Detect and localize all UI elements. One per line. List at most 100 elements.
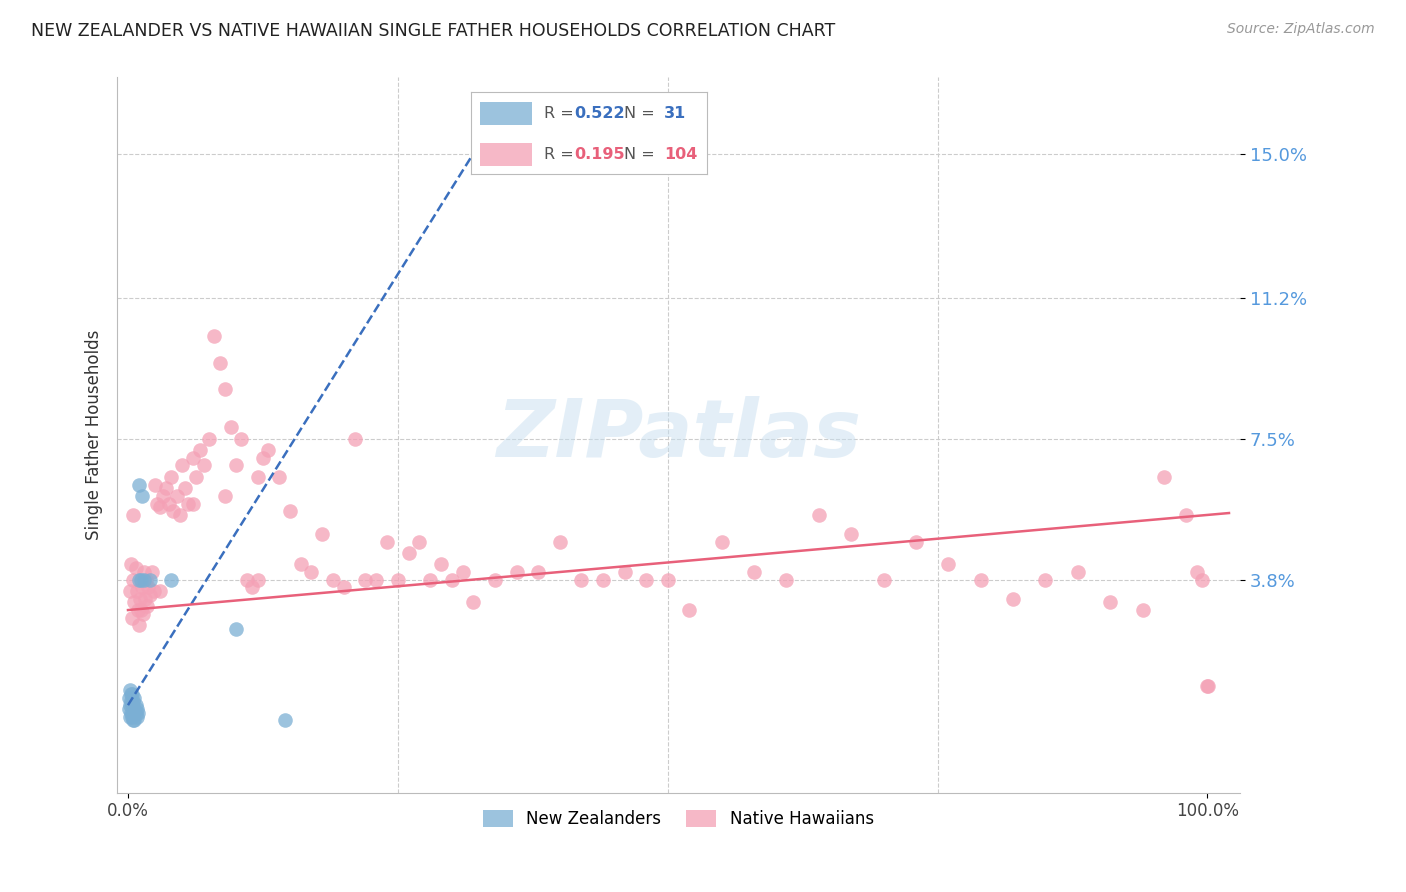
Point: [214, 489, 236, 503]
Point: [451, 565, 474, 579]
Point: [1191, 573, 1213, 587]
Point: [124, 714, 146, 728]
Point: [193, 458, 215, 473]
Point: [1002, 591, 1025, 606]
Point: [127, 603, 149, 617]
Point: [1067, 565, 1090, 579]
Point: [398, 546, 420, 560]
Point: [141, 565, 163, 579]
Point: [1197, 679, 1219, 693]
Point: [1198, 679, 1220, 693]
Point: [162, 504, 184, 518]
Point: [419, 573, 441, 587]
Point: [214, 383, 236, 397]
Point: [135, 573, 157, 587]
Point: [872, 573, 894, 587]
Point: [121, 709, 143, 723]
Point: [129, 573, 152, 587]
Point: [132, 607, 155, 621]
Point: [354, 573, 377, 587]
Point: [155, 481, 177, 495]
Point: [118, 702, 141, 716]
Point: [366, 573, 388, 587]
Text: NEW ZEALANDER VS NATIVE HAWAIIAN SINGLE FATHER HOUSEHOLDS CORRELATION CHART: NEW ZEALANDER VS NATIVE HAWAIIAN SINGLE …: [31, 22, 835, 40]
Point: [121, 687, 143, 701]
Point: [208, 356, 231, 370]
Point: [311, 527, 333, 541]
Point: [343, 432, 366, 446]
Point: [252, 450, 274, 465]
Point: [202, 329, 225, 343]
Point: [181, 450, 204, 465]
Point: [120, 584, 142, 599]
Point: [219, 420, 242, 434]
Point: [120, 709, 142, 723]
Point: [839, 527, 862, 541]
Point: [124, 595, 146, 609]
Point: [225, 622, 247, 636]
Point: [120, 687, 142, 701]
Point: [118, 690, 141, 705]
Point: [120, 558, 142, 572]
Point: [710, 534, 733, 549]
Point: [592, 573, 614, 587]
Point: [170, 458, 193, 473]
Point: [440, 573, 463, 587]
Point: [122, 714, 145, 728]
Point: [138, 573, 160, 587]
Point: [430, 558, 453, 572]
Point: [121, 698, 143, 713]
Point: [149, 584, 172, 599]
Point: [505, 565, 527, 579]
Point: [613, 565, 636, 579]
Point: [136, 599, 159, 614]
Point: [143, 477, 166, 491]
Point: [375, 534, 398, 549]
Point: [146, 496, 169, 510]
Point: [569, 573, 592, 587]
Point: [125, 709, 148, 723]
Point: [387, 573, 409, 587]
Point: [257, 443, 280, 458]
Point: [290, 558, 312, 572]
Point: [128, 618, 150, 632]
Text: ZIPatlas: ZIPatlas: [496, 396, 860, 474]
Point: [484, 573, 506, 587]
Point: [160, 573, 183, 587]
Point: [1185, 565, 1208, 579]
Point: [157, 496, 180, 510]
Point: [125, 702, 148, 716]
Point: [122, 508, 145, 522]
Point: [273, 714, 295, 728]
Point: [246, 573, 269, 587]
Point: [1035, 573, 1057, 587]
Point: [166, 489, 188, 503]
Point: [636, 573, 658, 587]
Point: [174, 481, 197, 495]
Point: [124, 698, 146, 713]
Point: [225, 458, 247, 473]
Point: [527, 565, 550, 579]
Point: [177, 496, 200, 510]
Point: [333, 580, 356, 594]
Point: [269, 470, 291, 484]
Point: [131, 580, 153, 594]
Point: [129, 603, 152, 617]
Point: [278, 504, 301, 518]
Point: [678, 603, 700, 617]
Point: [463, 595, 485, 609]
Point: [169, 508, 191, 522]
Point: [128, 591, 150, 606]
Point: [121, 610, 143, 624]
Point: [134, 573, 156, 587]
Point: [938, 558, 960, 572]
Point: [1132, 603, 1154, 617]
Point: [231, 432, 253, 446]
Point: [240, 580, 263, 594]
Point: [142, 584, 165, 599]
Point: [322, 573, 344, 587]
Point: [124, 702, 146, 716]
Point: [122, 706, 145, 720]
Point: [235, 573, 257, 587]
Y-axis label: Single Father Households: Single Father Households: [86, 330, 103, 541]
